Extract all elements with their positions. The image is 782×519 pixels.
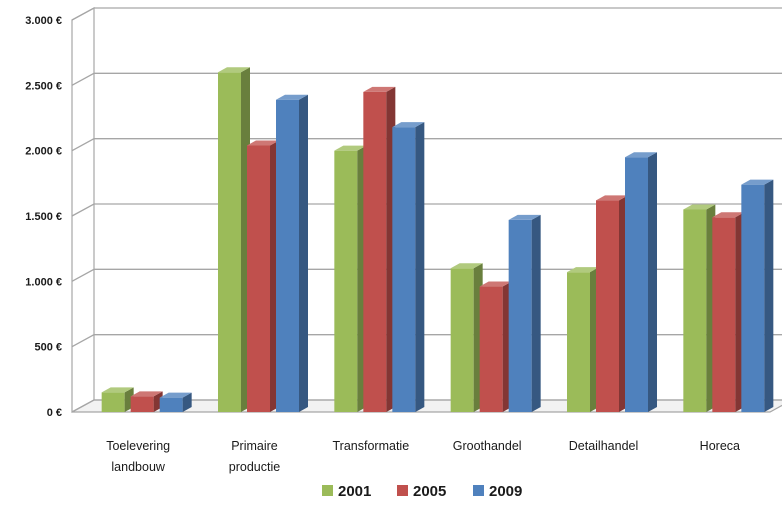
legend-label: 2009 (489, 483, 522, 500)
bar-2005 (596, 195, 628, 412)
bar-2001 (683, 204, 715, 412)
bar-2005 (247, 140, 279, 412)
bar-2001 (334, 146, 366, 412)
bar-2001 (102, 387, 134, 412)
bar-2009 (741, 180, 773, 412)
bar-2009 (276, 95, 308, 412)
legend-item-2001: 2001 (322, 483, 371, 500)
gridline (72, 139, 782, 151)
y-tick-label: 3.000 € (25, 15, 62, 27)
legend-item-2005: 2005 (397, 483, 446, 500)
bar-2005 (712, 212, 744, 412)
x-tick-label: Transformatie (333, 439, 410, 453)
legend-swatch (397, 485, 408, 496)
bar-2005 (131, 391, 163, 412)
y-tick-label: 500 € (34, 342, 62, 354)
bar-2005 (363, 87, 395, 412)
x-tick-label: Horeca (700, 439, 740, 453)
y-tick-label: 2.000 € (25, 146, 62, 158)
bar-2005 (480, 282, 512, 412)
bar-2001 (218, 67, 250, 412)
x-tick-label: Detailhandel (569, 439, 639, 453)
gridline (72, 73, 782, 85)
gridline (72, 269, 782, 281)
x-tick-label: Toelevering landbouw (106, 439, 170, 474)
y-tick-label: 1.500 € (25, 211, 62, 223)
bar-2009 (160, 393, 192, 412)
legend-swatch (322, 485, 333, 496)
legend-item-2009: 2009 (473, 483, 522, 500)
bar-2001 (567, 267, 599, 412)
gridline (72, 8, 782, 20)
bar-2009 (509, 215, 541, 412)
chart-walls (72, 8, 782, 412)
legend-label: 2005 (413, 483, 446, 500)
x-tick-label: Primaire productie (229, 439, 280, 474)
x-tick-label: Groothandel (453, 439, 522, 453)
x-axis: Toelevering landbouw Primaire productie Tran… (106, 439, 740, 474)
gridline (72, 204, 782, 216)
bar-2009 (392, 122, 424, 412)
bar-2009 (625, 152, 657, 412)
y-tick-label: 2.500 € (25, 80, 62, 92)
y-tick-label: 1.000 € (25, 276, 62, 288)
y-axis: 0 € 500 € 1.000 € 1.500 € 2.000 € 2.500 € 3.00… (25, 15, 62, 419)
y-tick-label: 0 € (47, 407, 62, 419)
legend: 2001 2005 2009 (322, 483, 522, 500)
legend-label: 2001 (338, 483, 371, 500)
bars (102, 67, 774, 412)
legend-swatch (473, 485, 484, 496)
gridline (72, 335, 782, 347)
gridlines (72, 8, 782, 412)
bar-2001 (451, 263, 483, 412)
